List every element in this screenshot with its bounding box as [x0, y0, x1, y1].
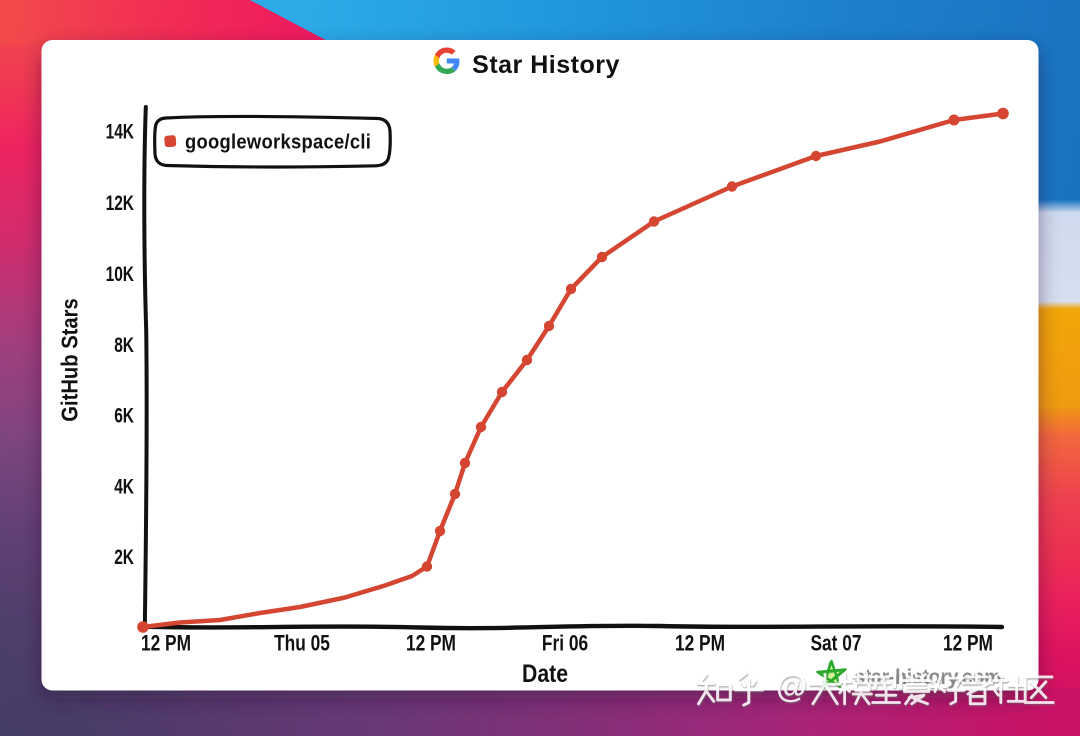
svg-text:Thu 05: Thu 05: [274, 631, 330, 656]
svg-text:10K: 10K: [106, 261, 135, 285]
svg-text:2K: 2K: [114, 544, 134, 568]
svg-text:12 PM: 12 PM: [141, 631, 191, 656]
svg-text:4K: 4K: [114, 474, 134, 498]
svg-text:googleworkspace/cli: googleworkspace/cli: [185, 132, 371, 154]
svg-text:@: @: [776, 668, 807, 704]
svg-text:Date: Date: [522, 659, 568, 687]
svg-text:Star History: Star History: [472, 51, 620, 79]
svg-text:12 PM: 12 PM: [675, 631, 725, 656]
svg-text:GitHub Stars: GitHub Stars: [56, 298, 83, 421]
svg-text:Sat 07: Sat 07: [810, 631, 861, 656]
svg-text:8K: 8K: [114, 332, 134, 356]
svg-text:Fri 06: Fri 06: [542, 631, 588, 656]
svg-text:12 PM: 12 PM: [406, 631, 456, 656]
svg-text:12K: 12K: [106, 190, 135, 214]
svg-text:12 PM: 12 PM: [943, 631, 993, 656]
svg-text:14K: 14K: [106, 119, 135, 143]
svg-text:6K: 6K: [114, 403, 134, 427]
